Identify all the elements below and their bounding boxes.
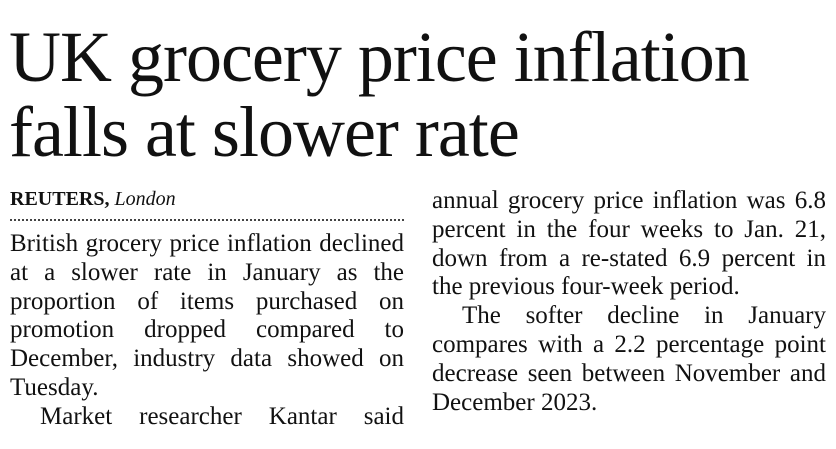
byline: REUTERS, London bbox=[10, 185, 404, 221]
byline-agency: REUTERS, bbox=[10, 188, 110, 210]
paragraph-1: British grocery price inflation declined… bbox=[10, 230, 404, 401]
paragraph-2-continued: annual grocery price inflation was 6.8 p… bbox=[432, 187, 826, 301]
column-right: annual grocery price inflation was 6.8 p… bbox=[432, 187, 826, 417]
paragraph-2-start: Market researcher Kantar said bbox=[40, 402, 404, 430]
byline-city: London bbox=[114, 188, 176, 210]
paragraph-3: The softer decline in January compares w… bbox=[432, 302, 826, 416]
column-left: REUTERS, London British grocery price in… bbox=[10, 185, 404, 432]
headline: UK grocery price inflation falls at slow… bbox=[9, 17, 750, 172]
